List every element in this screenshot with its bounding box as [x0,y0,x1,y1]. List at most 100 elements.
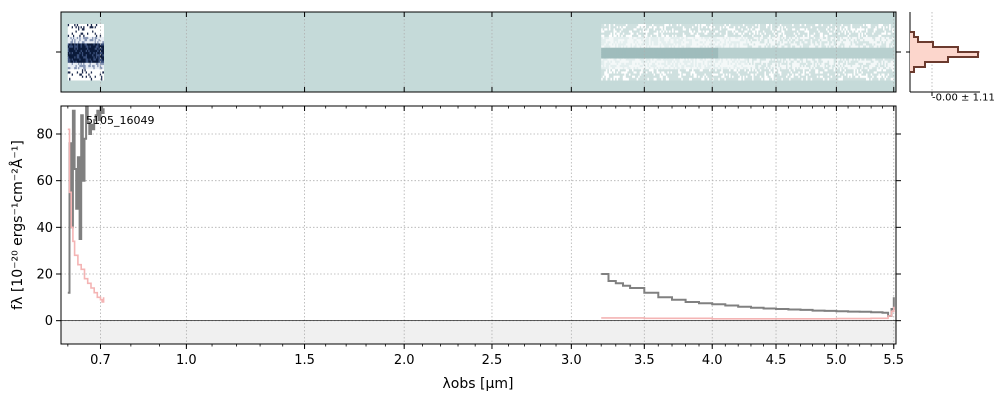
spectrum-2d-cell [73,43,75,47]
spectrum-2d-cell [747,30,750,34]
spectrum-2d-cell [625,36,628,40]
spectrum-2d-cell [97,58,99,62]
spectrum-2d-cell [850,64,853,68]
spectrum-2d-cell [668,52,671,55]
spectrum-2d-cell [94,71,97,75]
spectrum-2d-cell [98,58,101,62]
spectrum-2d-cell [841,45,844,49]
spectrum-2d-cell [761,45,764,49]
spectrum-2d-cell [99,45,102,49]
spectrum-2d-cell [625,52,628,55]
spectrum-2d-cell [804,67,807,70]
spectrum-2d-cell [67,56,70,59]
spectrum-2d-cell [810,36,813,40]
spectrum-2d-cell [816,26,819,29]
spectrum-2d-cell [729,24,731,27]
spectrum-2d-cell [83,73,85,77]
spectrum-2d-cell [662,24,665,27]
spectrum-2d-cell [678,36,681,40]
spectrum-2d-cell [615,54,617,57]
spectrum-2d-cell [729,62,731,66]
spectrum-2d-cell [770,39,773,42]
spectrum-2d-cell [733,32,736,36]
spectrum-2d-cell [102,24,104,27]
spectrum-2d-cell [821,30,824,34]
spectrum-2d-cell [789,52,791,55]
spectrum-2d-cell [852,30,855,34]
spectrum-2d-cell [810,54,813,57]
spectrum-2d-cell [604,39,607,42]
spectrum-2d-cell [799,28,802,31]
spectrum-2d-cell [795,39,798,42]
spectrum-2d-cell [621,39,624,42]
spectrum-2d-cell [716,54,719,57]
spectrum-2d-cell [692,34,694,38]
spectrum-2d-cell [713,45,716,49]
spectrum-2d-cell [715,39,717,42]
spectrum-2d-cell [667,77,670,81]
spectrum-2d-cell [832,67,835,70]
spectrum-2d-cell [95,75,98,79]
spectrum-2d-cell [665,49,668,53]
spectrum-2d-cell [796,34,799,38]
spectrum-2d-cell [750,58,753,62]
spectrum-2d-cell [747,41,750,44]
spectrum-2d-cell [787,49,790,53]
spectrum-2d-cell [772,64,774,68]
spectrum-2d-cell [639,28,642,31]
spectrum-2d-cell [750,52,753,55]
spectrum-2d-cell [819,32,822,36]
spectrum-2d-cell [81,36,84,40]
spectrum-2d-cell [732,30,734,34]
spectrum-2d-cell [702,73,705,77]
spectrum-2d-cell [670,36,673,40]
spectrum-2d-cell [842,45,845,49]
spectrum-2d-cell [656,54,659,57]
spectrum-2d-cell [705,49,708,53]
spectrum-2d-cell [605,41,608,44]
spectrum-2d-cell [838,67,841,70]
spectrum-2d-cell [842,75,845,79]
spectrum-2d-cell [839,54,842,57]
spectrum-2d-cell [92,36,94,40]
spectrum-2d-cell [753,52,756,55]
spectrum-2d-cell [736,39,739,42]
spectrum-2d-cell [744,69,747,72]
spectrum-2d-cell [770,32,773,36]
spectrum-2d-cell [81,77,84,81]
spectrum-2d-cell [689,41,691,44]
spectrum-2d-cell [721,77,724,81]
spectrum-2d-cell [687,73,690,77]
spectrum-2d-cell [745,54,748,57]
spectrum-2d-cell [75,41,78,44]
spectrum-2d-cell [102,28,104,31]
spectrum-2d-cell [687,75,690,79]
spectrum-2d-cell [792,75,794,79]
spectrum-2d-cell [604,28,607,31]
spectrum-2d-cell [749,39,751,42]
spectrum-2d-cell [75,62,78,66]
spectrum-2d-cell [78,39,80,42]
spectrum-2d-cell [769,52,771,55]
spectrum-2d-cell [732,39,734,42]
spectrum-2d-cell [94,54,97,57]
spectrum-2d-cell [727,67,730,70]
spectrum-2d-cell [622,67,625,70]
spectrum-2d-cell [681,71,684,75]
spectrum-2d-cell [673,52,676,55]
spectrum-2d-cell [74,30,76,34]
spectrum-2d-cell [812,47,815,51]
spectrum-2d-cell [635,54,637,57]
spectrum-2d-cell [722,69,725,72]
spectrum-2d-cell [832,62,835,66]
spectrum-2d-cell [730,62,733,66]
spectrum-2d-cell [707,60,710,64]
spectrum-2d-cell [636,49,639,53]
spectrum-2d-cell [89,39,92,42]
spectrum-2d-cell [787,77,790,81]
spectrum-2d-cell [681,73,684,77]
spectrum-2d-cell [850,39,853,42]
spectrum-2d-cell [633,30,636,34]
spectrum-2d-cell [658,26,661,29]
spectrum-2d-cell [815,26,818,29]
